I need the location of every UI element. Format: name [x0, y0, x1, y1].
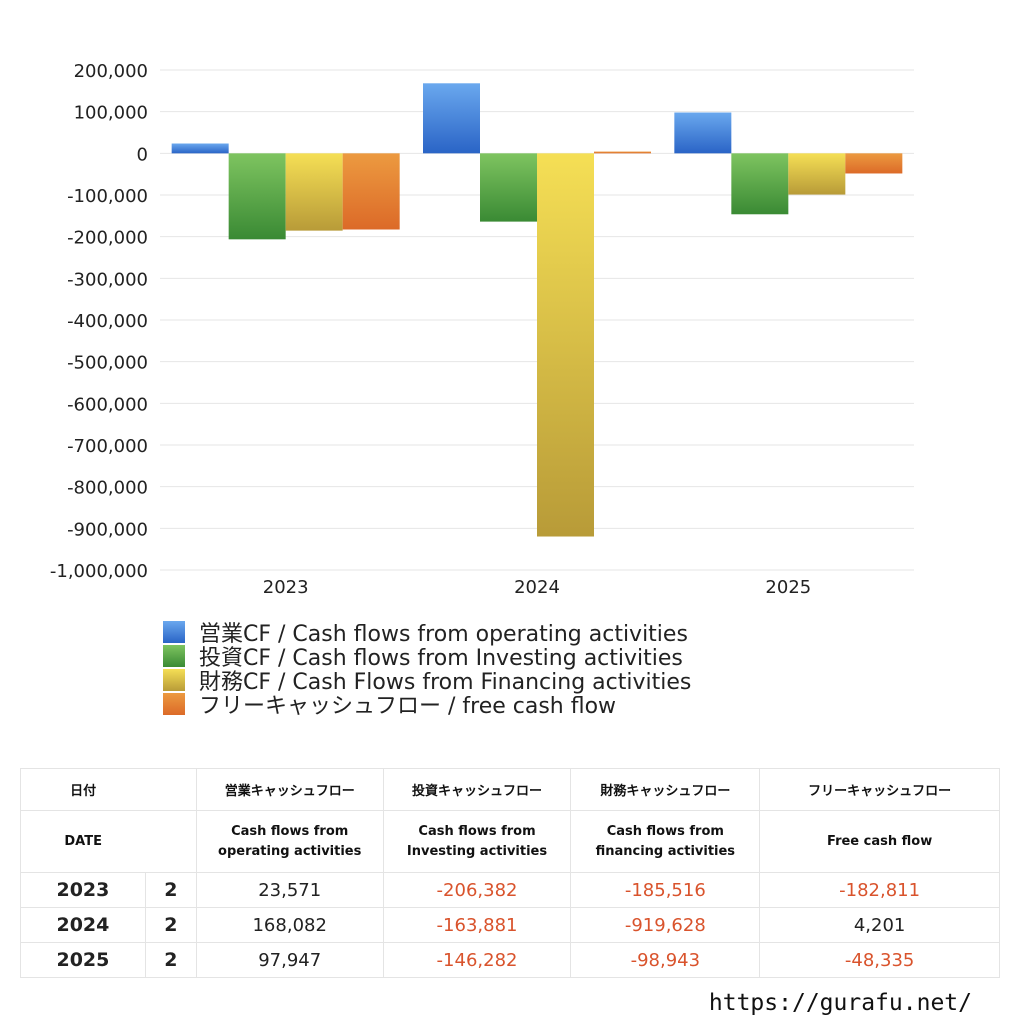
- header-blank: [145, 768, 197, 811]
- y-tick-label: -800,000: [67, 478, 148, 499]
- table-row: 2025 2 97,947 -146,282 -98,943 -48,335: [20, 942, 1000, 978]
- legend-item-free: フリーキャッシュフロー / free cash flow: [163, 692, 691, 719]
- legend-swatch-operating: [163, 621, 185, 643]
- y-tick-label: -100,000: [67, 186, 148, 207]
- header-free-jp: フリーキャッシュフロー: [759, 768, 1000, 811]
- header-line: Cash flows from: [418, 823, 536, 839]
- row-year: 2025: [20, 942, 146, 978]
- header-line: Free cash flow: [827, 833, 933, 849]
- bar-2024-series-1: [480, 153, 537, 222]
- header-operating-jp: 営業キャッシュフロー: [195, 768, 384, 811]
- cell-financing: -98,943: [570, 942, 761, 978]
- header-line: Cash flows from: [231, 823, 349, 839]
- header-line: financing activities: [595, 843, 736, 859]
- header-investing-en: Cash flows from Investing activities: [382, 810, 572, 873]
- table-header-row-en: DATE Cash flows from operating activities…: [20, 810, 1000, 873]
- legend-swatch-investing: [163, 645, 185, 667]
- legend-swatch-free: [163, 693, 185, 715]
- x-tick-label: 2024: [514, 577, 560, 598]
- legend-item-financing: 財務CF / Cash Flows from Financing activit…: [163, 668, 691, 695]
- legend-swatch-financing: [163, 669, 185, 691]
- header-line: DATE: [64, 833, 102, 849]
- table-row: 2024 2 168,082 -163,881 -919,628 4,201: [20, 907, 1000, 943]
- header-operating-en: Cash flows from operating activities: [195, 810, 384, 873]
- legend-label: 財務CF / Cash Flows from Financing activit…: [199, 670, 692, 695]
- bar-2023-series-3: [342, 153, 400, 230]
- legend-item-investing: 投資CF / Cash flows from Investing activit…: [163, 644, 691, 671]
- legend-item-operating: 営業CF / Cash flows from operating activit…: [163, 620, 691, 647]
- table-header-row-jp: 日付 営業キャッシュフロー 投資キャッシュフロー 財務キャッシュフロー フリーキ…: [20, 768, 1000, 811]
- header-financing-en: Cash flows from financing activities: [570, 810, 761, 873]
- bar-2024-series-0: [423, 83, 480, 154]
- header-line: Investing activities: [406, 843, 548, 859]
- header-blank: [145, 810, 197, 873]
- y-tick-label: -600,000: [67, 394, 148, 415]
- bar-2025-series-3: [845, 153, 903, 174]
- cell-free: 4,201: [759, 907, 1000, 943]
- row-year: 2023: [20, 872, 146, 908]
- header-date-en: DATE: [20, 810, 146, 873]
- bar-2023-series-2: [285, 153, 343, 231]
- header-investing-jp: 投資キャッシュフロー: [382, 768, 572, 811]
- y-tick-label: 0: [137, 144, 148, 165]
- x-tick-label: 2023: [263, 577, 309, 598]
- chart-legend: 営業CF / Cash flows from operating activit…: [163, 620, 691, 719]
- cell-operating: 23,571: [195, 872, 384, 908]
- y-tick-label: -500,000: [67, 353, 148, 374]
- bar-2025-series-1: [731, 153, 789, 215]
- y-tick-label: -1,000,000: [50, 561, 148, 582]
- y-tick-label: -300,000: [67, 269, 148, 290]
- cell-financing: -919,628: [570, 907, 761, 943]
- row-year: 2024: [20, 907, 146, 943]
- bar-2025-series-0: [674, 112, 732, 154]
- bar-2024-series-2: [537, 153, 594, 537]
- bar-2024-series-3: [594, 151, 651, 154]
- cell-operating: 97,947: [195, 942, 384, 978]
- legend-label: 投資CF / Cash flows from Investing activit…: [199, 646, 683, 671]
- bar-2025-series-2: [788, 153, 846, 195]
- legend-label: 営業CF / Cash flows from operating activit…: [199, 622, 688, 647]
- cash-flow-table: 日付 営業キャッシュフロー 投資キャッシュフロー 財務キャッシュフロー フリーキ…: [20, 768, 1000, 978]
- cash-flow-bar-chart: 200,000 100,000 0 -100,000 -200,000 -300,000 -…: [50, 61, 914, 598]
- y-tick-label: 200,000: [74, 61, 148, 82]
- legend-label: フリーキャッシュフロー / free cash flow: [199, 694, 617, 719]
- y-tick-label: 100,000: [74, 103, 148, 124]
- header-free-en: Free cash flow: [759, 810, 1000, 873]
- site-url[interactable]: https://gurafu.net/: [708, 990, 972, 1016]
- header-line: operating activities: [218, 843, 362, 859]
- bar-2023-series-0: [171, 143, 229, 154]
- y-tick-label: -200,000: [67, 228, 148, 249]
- y-tick-label: -900,000: [67, 519, 148, 540]
- bar-2023-series-1: [228, 153, 286, 240]
- cell-investing: -206,382: [382, 872, 572, 908]
- cell-investing: -163,881: [382, 907, 572, 943]
- cell-investing: -146,282: [382, 942, 572, 978]
- table-row: 2023 2 23,571 -206,382 -185,516 -182,811: [20, 872, 1000, 908]
- header-financing-jp: 財務キャッシュフロー: [570, 768, 761, 811]
- y-tick-label: -700,000: [67, 436, 148, 457]
- x-tick-label: 2025: [765, 577, 811, 598]
- header-line: Cash flows from: [606, 823, 724, 839]
- cell-financing: -185,516: [570, 872, 761, 908]
- row-quarter: 2: [144, 872, 197, 908]
- header-date-jp: 日付: [20, 768, 146, 811]
- cell-operating: 168,082: [195, 907, 384, 943]
- cell-free: -48,335: [759, 942, 1000, 978]
- row-quarter: 2: [144, 907, 197, 943]
- y-tick-label: -400,000: [67, 311, 148, 332]
- row-quarter: 2: [144, 942, 197, 978]
- cell-free: -182,811: [759, 872, 1000, 908]
